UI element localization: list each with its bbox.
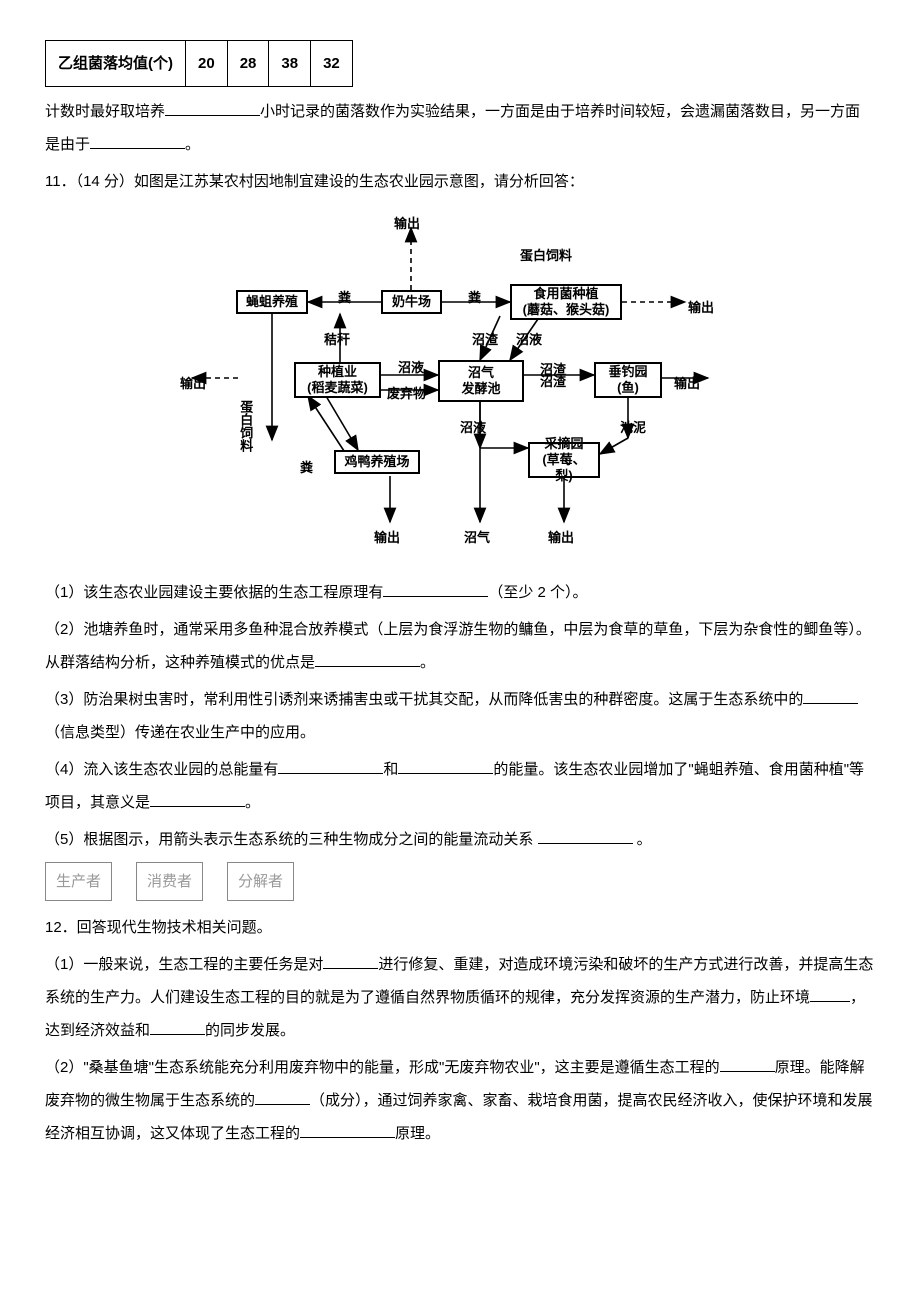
edge-label: 粪 bbox=[300, 454, 313, 483]
edge-label: 沼液 bbox=[516, 326, 542, 355]
paragraph: 计数时最好取培养小时记录的菌落数作为实验结果，一方面是由于培养时间较短，会遗漏菌… bbox=[45, 95, 875, 161]
diagram-label: 蛋白饲料 bbox=[238, 400, 252, 452]
text: 沼气 bbox=[468, 365, 494, 380]
colony-table: 乙组菌落均值(个) 20 28 38 32 bbox=[45, 40, 353, 87]
text: （1）该生态农业园建设主要依据的生态工程原理有 bbox=[45, 584, 383, 601]
q12-2: （2）"桑基鱼塘"生态系统能充分利用废弃物中的能量，形成"无废弃物农业"，这主要… bbox=[45, 1051, 875, 1150]
text: (鱼) bbox=[617, 380, 639, 395]
q11-4: （4）流入该生态农业园的总能量有和的能量。该生态农业园增加了"蝇蛆养殖、食用菌种… bbox=[45, 753, 875, 819]
role-consumer: 消费者 bbox=[136, 862, 203, 901]
blank bbox=[803, 688, 858, 705]
blank bbox=[150, 791, 245, 808]
text: （5）根据图示，用箭头表示生态系统的三种生物成分之间的能量流动关系 bbox=[45, 831, 538, 848]
text: 发酵池 bbox=[461, 381, 500, 396]
blank bbox=[398, 758, 493, 775]
diagram-label: 输出 bbox=[688, 294, 714, 323]
table-cell: 20 bbox=[186, 41, 228, 87]
blank bbox=[300, 1122, 395, 1139]
text: (稻麦蔬菜) bbox=[307, 380, 368, 395]
q12-intro: 12．回答现代生物技术相关问题。 bbox=[45, 911, 875, 944]
edge-label: 废弃物 bbox=[387, 380, 426, 409]
blank bbox=[538, 828, 633, 845]
text: (草莓、梨) bbox=[542, 452, 585, 483]
text: （1）一般来说，生态工程的主要任务是对 bbox=[45, 956, 323, 973]
edge-label: 粪 bbox=[468, 284, 481, 313]
text: （4）流入该生态农业园的总能量有 bbox=[45, 761, 278, 778]
diagram-node-fungi: 食用菌种植(蘑菇、猴头菇) bbox=[510, 284, 622, 320]
diagram-label: 沼气 bbox=[464, 524, 490, 553]
diagram-node-cow: 奶牛场 bbox=[381, 290, 442, 314]
blank bbox=[165, 100, 260, 117]
blank bbox=[255, 1089, 310, 1106]
text: （2）池塘养鱼时，通常采用多鱼种混合放养模式（上层为食浮游生物的鳙鱼，中层为食草… bbox=[45, 621, 871, 671]
text: （2）"桑基鱼塘"生态系统能充分利用废弃物中的能量，形成"无废弃物农业"，这主要… bbox=[45, 1059, 720, 1076]
blank bbox=[810, 986, 850, 1003]
text: （信息类型）传递在农业生产中的应用。 bbox=[45, 724, 315, 741]
text: 食用菌种植 bbox=[533, 286, 598, 301]
text: 垂钓园 bbox=[608, 364, 647, 379]
text: 采摘园 bbox=[544, 436, 583, 451]
diagram-label: 蛋白饲料 bbox=[520, 242, 572, 271]
diagram-label: 池泥 bbox=[620, 414, 646, 443]
role-producer: 生产者 bbox=[45, 862, 112, 901]
text: 。 bbox=[185, 136, 200, 153]
table-header: 乙组菌落均值(个) bbox=[46, 41, 186, 87]
edge-label: 沼渣 bbox=[472, 326, 498, 355]
blank bbox=[90, 133, 185, 150]
q12-1: （1）一般来说，生态工程的主要任务是对进行修复、重建，对造成环境污染和破坏的生产… bbox=[45, 948, 875, 1047]
text: （至少 2 个）。 bbox=[488, 584, 587, 601]
diagram-label: 输出 bbox=[394, 210, 420, 239]
q11-2: （2）池塘养鱼时，通常采用多鱼种混合放养模式（上层为食浮游生物的鳙鱼，中层为食草… bbox=[45, 613, 875, 679]
diagram-node-pick: 采摘园(草莓、梨) bbox=[528, 442, 600, 478]
role-boxes: 生产者 消费者 分解者 bbox=[45, 862, 875, 901]
text: 。 bbox=[245, 794, 260, 811]
q11-intro: 11．（14 分）如图是江苏某农村因地制宜建设的生态农业园示意图，请分析回答： bbox=[45, 165, 875, 198]
edge-label: 粪 bbox=[338, 284, 351, 313]
table-cell: 32 bbox=[311, 41, 353, 87]
blank bbox=[315, 651, 420, 668]
blank bbox=[278, 758, 383, 775]
text: （3）防治果树虫害时，常利用性引诱剂来诱捕害虫或干扰其交配，从而降低害虫的种群密… bbox=[45, 691, 803, 708]
diagram-node-fish: 垂钓园(鱼) bbox=[594, 362, 662, 398]
text: 和 bbox=[383, 761, 398, 778]
table-cell: 38 bbox=[269, 41, 311, 87]
text: 的同步发展。 bbox=[205, 1022, 295, 1039]
blank bbox=[383, 581, 488, 598]
diagram-node-biogas: 沼气发酵池 bbox=[438, 360, 524, 402]
text: 计数时最好取培养 bbox=[45, 103, 165, 120]
blank bbox=[150, 1019, 205, 1036]
q11-3: （3）防治果树虫害时，常利用性引诱剂来诱捕害虫或干扰其交配，从而降低害虫的种群密… bbox=[45, 683, 875, 749]
ecology-diagram: 输出 蛋白饲料 蝇蛆养殖 奶牛场 食用菌种植(蘑菇、猴头菇) 输出 种植业(稻麦… bbox=[45, 210, 875, 564]
diagram-label: 输出 bbox=[374, 524, 400, 553]
diagram-label: 输出 bbox=[674, 370, 700, 399]
diagram-label: 输出 bbox=[180, 370, 206, 399]
q11-5: （5）根据图示，用箭头表示生态系统的三种生物成分之间的能量流动关系 。 bbox=[45, 823, 875, 856]
edge-label: 沼液 bbox=[398, 354, 424, 383]
blank bbox=[720, 1056, 775, 1073]
diagram-node-chicken: 鸡鸭养殖场 bbox=[334, 450, 420, 474]
diagram-node-fly: 蝇蛆养殖 bbox=[236, 290, 308, 314]
table-cell: 28 bbox=[227, 41, 269, 87]
role-decomposer: 分解者 bbox=[227, 862, 294, 901]
edge-label: 沼渣 bbox=[540, 368, 566, 397]
text: 原理。 bbox=[395, 1125, 440, 1142]
diagram-node-plant: 种植业(稻麦蔬菜) bbox=[294, 362, 381, 398]
text: 。 bbox=[633, 831, 652, 848]
blank bbox=[323, 953, 378, 970]
text: 。 bbox=[420, 654, 435, 671]
text: 种植业 bbox=[318, 364, 357, 379]
q11-1: （1）该生态农业园建设主要依据的生态工程原理有 （至少 2 个）。 bbox=[45, 576, 875, 609]
diagram-label: 输出 bbox=[548, 524, 574, 553]
edge-label: 沼液 bbox=[460, 414, 486, 443]
edge-label: 秸秆 bbox=[324, 326, 350, 355]
text: (蘑菇、猴头菇) bbox=[523, 302, 610, 317]
